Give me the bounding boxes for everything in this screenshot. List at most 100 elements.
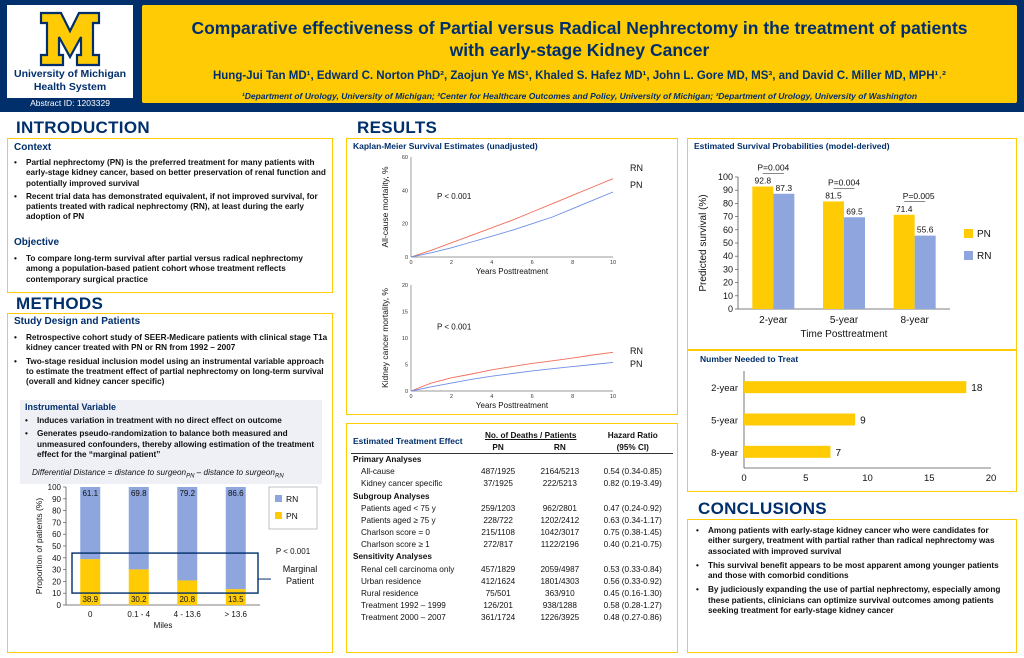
table-group-label: Subgroup Analyses: [353, 491, 430, 501]
y-tick-label: 20: [52, 577, 61, 586]
table-cell-label: Treatment 1992 – 1999: [361, 601, 446, 611]
col-pn: PN: [469, 441, 528, 454]
table-cell-label: Charlson score ≥ 1: [361, 540, 430, 550]
km-x-tick-label: 4: [490, 260, 493, 266]
table-row: Urban residence 412/1624 1801/4303 0.56 (0.…: [351, 575, 673, 587]
pn-value-label: 13.5: [228, 595, 244, 604]
table-cell-hr: 0.63 (0.34-1.17): [603, 515, 662, 525]
authors: Hung-Jui Tan MD¹, Edward C. Norton PhD²,…: [212, 70, 947, 82]
table-cell: [469, 490, 527, 502]
nnt-value-label: 9: [860, 416, 866, 427]
y-tick-label: 10: [723, 291, 733, 301]
table-cell-label: All-cause: [361, 467, 395, 477]
table-row: All-cause 487/1925 2164/5213 0.54 (0.34-0.8…: [351, 466, 673, 478]
pn-value-label: 81.5: [825, 190, 842, 200]
iv-item: Induces variation in treatment with no d…: [23, 416, 319, 427]
km-y-axis-label: Kidney cancer mortality, %: [380, 288, 390, 388]
km-legend-rn: RN: [630, 163, 643, 173]
table-cell-rn: 2059/4987: [540, 564, 580, 574]
x-axis-label: Miles: [154, 621, 173, 630]
pn-bar: [823, 201, 844, 309]
table-row: Treatment 2000 – 2007 361/1724 1226/3925 0.…: [351, 612, 673, 624]
y-tick-label: 50: [52, 542, 61, 551]
km-x-axis-label: Years Posttreatment: [476, 401, 549, 410]
table-cell-pn: 272/817: [483, 540, 513, 550]
table-cell-pn: 126/201: [483, 601, 513, 611]
table-group-row: Subgroup Analyses: [351, 490, 673, 502]
y-tick-label: 70: [52, 518, 61, 527]
title-line1: Comparative effectiveness of Partial ver…: [191, 18, 968, 38]
conclusion-item: This survival benefit appears to be most…: [694, 561, 1010, 582]
formula-sub: RN: [274, 473, 284, 480]
km-legend-pn: PN: [630, 180, 643, 190]
table-row: Patients aged < 75 y 259/1203 962/2801 0.47…: [351, 502, 673, 514]
objective-item: To compare long-term survival after part…: [12, 254, 328, 285]
conclusions-panel: Among patients with early-stage kidney c…: [687, 519, 1017, 653]
table-cell-rn: 222/5213: [542, 479, 577, 489]
y-tick-label: 40: [52, 554, 61, 563]
title-box: Comparative effectiveness of Partial ver…: [142, 5, 1017, 103]
km-x-tick-label: 6: [531, 260, 534, 266]
legend-swatch-pn: [275, 512, 282, 519]
y-tick-label: 0: [728, 304, 733, 314]
x-tick-label: 0.1 - 4: [127, 610, 150, 619]
y-tick-label: 60: [723, 225, 733, 235]
header: University of Michigan Health System Abs…: [0, 0, 1024, 112]
x-tick-label: 2-year: [759, 315, 788, 326]
table-group-label: Primary Analyses: [353, 455, 422, 465]
nnt-title: Number Needed to Treat: [700, 354, 799, 364]
nnt-panel: Number Needed to Treat 0 5 10 15 20 18 2-year 9…: [687, 350, 1017, 492]
km-y-tick-label: 40: [402, 188, 408, 194]
table-cell: [527, 551, 592, 563]
km-line-pn: [410, 191, 614, 258]
km-y-tick-label: 5: [405, 363, 408, 369]
intro-heading: INTRODUCTION: [16, 118, 150, 137]
rn-bar: [128, 487, 149, 570]
table-cell-label: Treatment 2000 – 2007: [361, 613, 446, 623]
context-item: Recent trial data has demonstrated equiv…: [12, 192, 328, 223]
formula-part: Differential Distance = distance to surg…: [32, 468, 187, 477]
nnt-value-label: 7: [835, 448, 841, 459]
table-panel: Estimated Treatment Effect No. of Deaths…: [346, 423, 678, 653]
km-line-rn: [410, 351, 614, 392]
km-x-tick-label: 10: [610, 394, 616, 400]
table-cell-pn: 259/1203: [481, 503, 516, 513]
pn-value-label: 30.2: [131, 595, 147, 604]
table-cell-hr: 0.48 (0.27-0.86): [603, 613, 662, 623]
y-axis-label: Predicted survival (%): [698, 194, 709, 291]
table-cell-label: Patients aged ≥ 75 y: [361, 515, 436, 525]
iv-formula: Differential Distance = distance to surg…: [32, 468, 284, 480]
col-hr: Hazard Ratio: [607, 430, 658, 440]
y-tick-label: 30: [723, 264, 733, 274]
table-cell: [527, 453, 592, 465]
rn-value-label: 87.3: [776, 183, 793, 193]
table-cell-rn: 938/1288: [542, 601, 577, 611]
pvalue-label: P=0.004: [757, 163, 789, 173]
km-y-tick-label: 20: [402, 283, 408, 289]
poster-title: Comparative effectiveness of Partial ver…: [142, 17, 1017, 61]
nnt-chart: 0 5 10 15 20 18 2-year 9 5-year 7 8-year: [711, 371, 997, 484]
x-tick-label: 8-year: [900, 315, 929, 326]
table-cell-pn: 228/722: [483, 515, 513, 525]
y-tick-label: 60: [52, 530, 61, 539]
y-tick-label: 100: [718, 172, 733, 182]
table-cell: [469, 453, 527, 465]
km-x-tick-label: 0: [409, 260, 412, 266]
pn-value-label: 38.9: [82, 595, 98, 604]
table-cell-label: Patients aged < 75 y: [361, 503, 436, 513]
table-cell-hr: 0.47 (0.24-0.92): [603, 503, 662, 513]
objective-label: Objective: [14, 237, 60, 248]
km-legend-pn: PN: [630, 359, 643, 369]
y-tick-label: 2-year: [711, 383, 738, 394]
y-tick-label: 90: [52, 495, 61, 504]
iv-item: Generates pseudo-randomization to balanc…: [23, 429, 319, 460]
marginal-bracket: [71, 552, 259, 594]
table-cell-rn: 1801/4303: [540, 576, 580, 586]
table-row: Treatment 1992 – 1999 126/201 938/1288 0.58…: [351, 600, 673, 612]
x-tick-label: 20: [986, 473, 997, 484]
table-row: Rural residence 75/501 363/910 0.45 (0.16-1…: [351, 587, 673, 599]
col-deaths: No. of Deaths / Patients: [484, 430, 577, 440]
x-tick-label: 5-year: [830, 315, 859, 326]
est-panel: Estimated Survival Probabilities (model-…: [687, 138, 1017, 350]
